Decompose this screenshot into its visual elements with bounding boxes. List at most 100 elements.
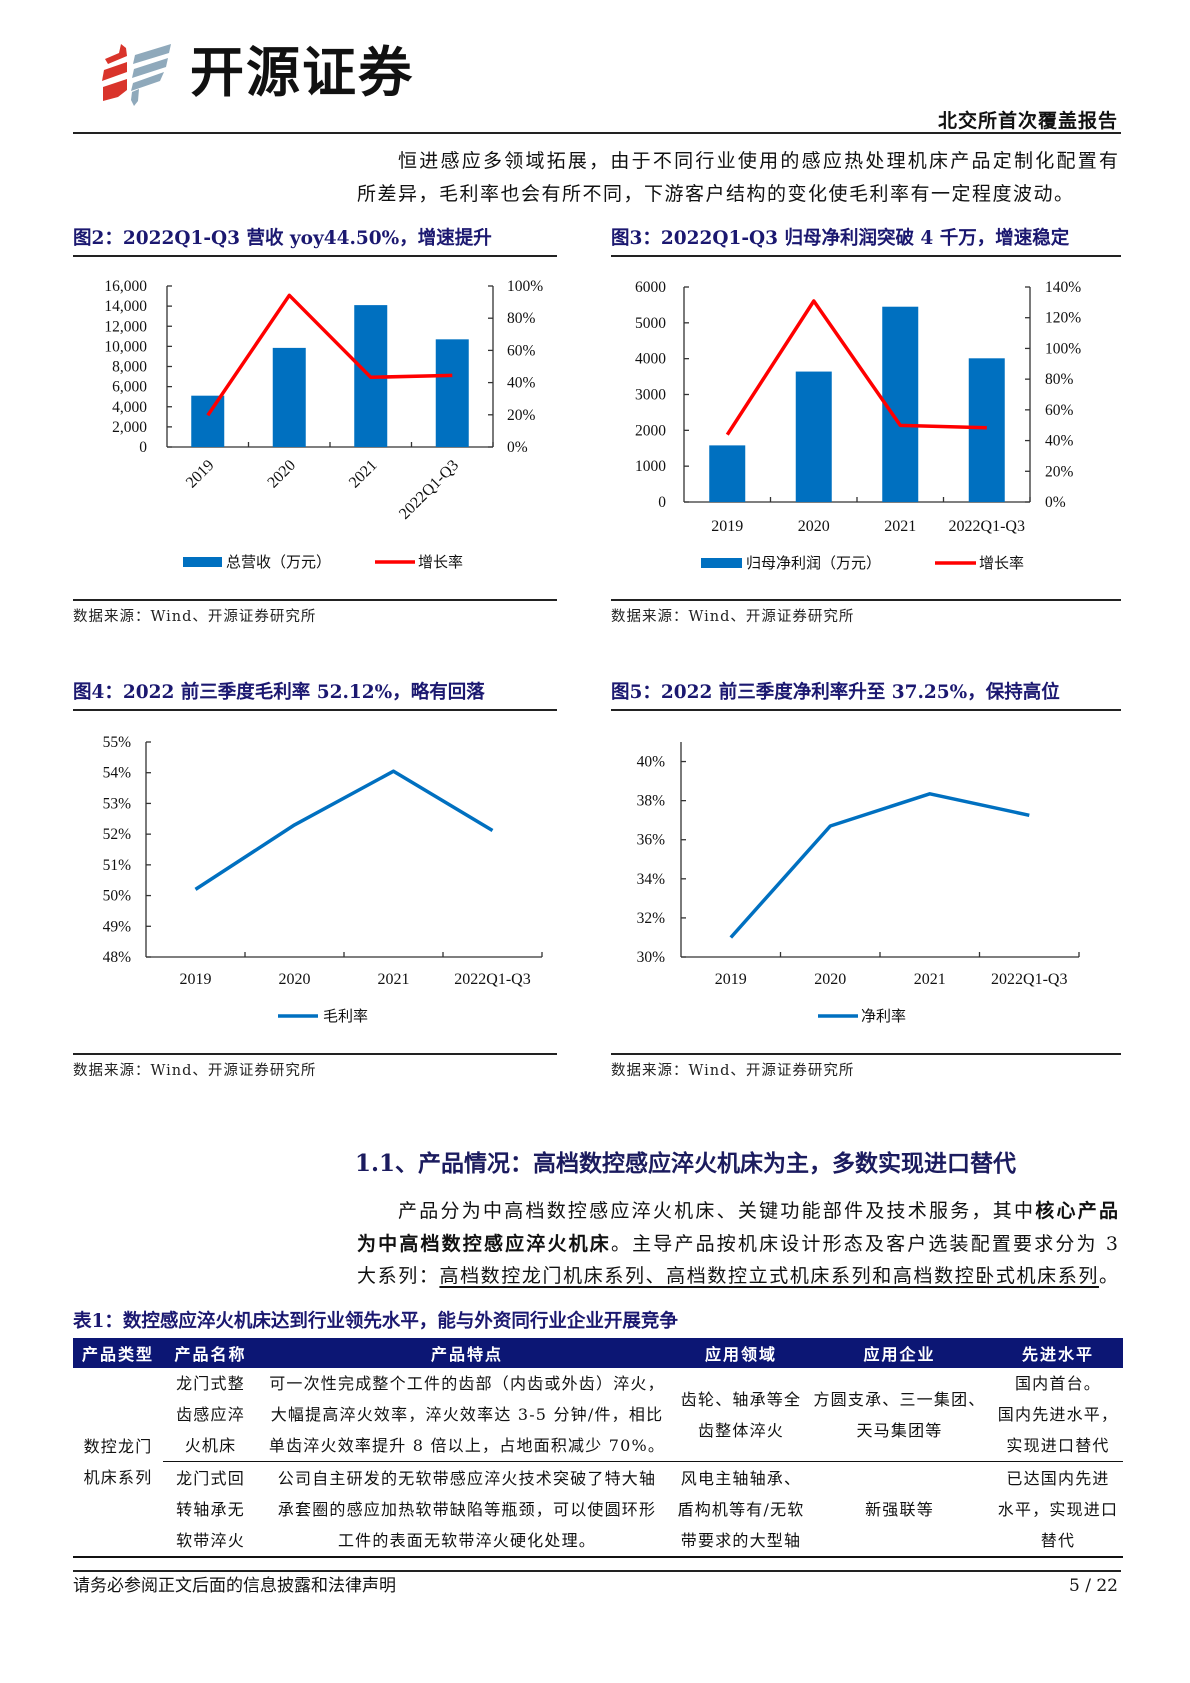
y-tick-label: 8,000 (112, 359, 147, 376)
y-right-tick-label: 20% (1045, 463, 1074, 480)
figure-3-source: 数据来源：Wind、开源证券研究所 (611, 609, 855, 625)
table-row: 数控龙门 机床系列 龙门式整 齿感应淬 火机床 可一次性完成整个工件的齿部（内齿… (73, 1368, 1123, 1558)
cell-advanced-level: 已达国内先进 水平，实现进口 替代 (993, 1461, 1123, 1558)
legend-swatch-bar (701, 558, 742, 568)
series-bar (709, 306, 1005, 502)
figure-2-title: 图2：2022Q1-Q3 营收 yoy44.50%，增速提升 (73, 228, 492, 249)
bar (709, 445, 746, 502)
legend-label: 总营收（万元） (226, 553, 331, 571)
x-tick-label: 2019 (183, 457, 218, 492)
cell-line: 齿整体淬火 (697, 1420, 784, 1440)
y-right-tick-label: 60% (507, 342, 536, 359)
figure-5-source: 数据来源：Wind、开源证券研究所 (611, 1063, 855, 1079)
x-tick-label: 2021 (378, 971, 410, 988)
legend-label: 净利率 (861, 1007, 906, 1025)
paragraph-text: 产品分为中高档数控感应淬火机床、关键功能部件及技术服务，其中 (398, 1200, 1036, 1222)
y-tick-label: 16,000 (104, 278, 147, 295)
cell-application-enterprises: 方圆支承、三一集团、 天马集团等 (806, 1368, 993, 1462)
chart-axes: 48% 49% 50% 51% 52% 53% 54% 55% 2019 2020 2021 2022… (103, 734, 543, 988)
y-tick-label: 54% (103, 765, 132, 782)
legend-label: 增长率 (418, 553, 463, 571)
cell-line: 已达国内先进 (1006, 1468, 1110, 1488)
table-title: 表1：数控感应淬火机床达到行业领先水平，能与外资同行业企业开展竞争 (73, 1311, 678, 1332)
cell-line: 实现进口替代 (1006, 1436, 1110, 1455)
cell-line: 工件的表面无软带淬火硬化处理。 (337, 1530, 596, 1550)
cell-line: 新强联等 (865, 1499, 934, 1519)
net-profit-growth-chart: 0 1000 2000 3000 4000 5000 6000 0% 20% 40% 60% 80% 1… (635, 279, 1081, 572)
paragraph-bold-text: 核心产品 (1035, 1200, 1118, 1222)
cell-line: 国内先进水平， (997, 1405, 1119, 1424)
legend-item: 总营收（万元） (183, 553, 331, 571)
cell-line: 公司自主研发的无软带感应淬火技术突破了特大轴 (277, 1468, 657, 1488)
y-right-tick-label: 80% (1045, 371, 1074, 388)
line-series (194, 769, 494, 891)
figure-2-title-underline (73, 255, 557, 257)
section-paragraph-line-1: 产品分为中高档数控感应淬火机床、关键功能部件及技术服务，其中核心产品 (398, 1196, 1118, 1226)
series-line (729, 792, 1030, 939)
legend-label: 增长率 (979, 554, 1024, 572)
figure-3-title: 图3：2022Q1-Q3 归母净利润突破 4 千万，增速稳定 (611, 228, 1070, 249)
figure-5-title-underline (611, 709, 1121, 711)
cell-line: 齿轮、轴承等全 (680, 1389, 802, 1409)
footer-divider (73, 1570, 1121, 1572)
cell-line: 替代 (1040, 1530, 1076, 1550)
cell-line: 承套圈的感应加热软带缺陷等瓶颈，可以使圆环形 (277, 1499, 657, 1519)
intro-line-1: 恒进感应多领域拓展，由于不同行业使用的感应热处理机床产品定制化配置有 (398, 150, 1118, 172)
y-tick-label: 2,000 (112, 419, 147, 436)
y-right-tick-label: 0% (1045, 494, 1066, 511)
line-series (725, 299, 987, 436)
cell-line: 龙门式整 (176, 1374, 245, 1393)
bar (191, 395, 225, 447)
y-tick-label: 52% (103, 826, 132, 843)
net-margin-chart: 30% 32% 34% 36% 38% 40% 2019 2020 2021 2022Q1-Q3 净… (637, 742, 1080, 1025)
cell-product-type: 数控龙门 机床系列 (73, 1368, 163, 1558)
cell-product-name: 龙门式回 转轴承无 软带淬火 (163, 1461, 258, 1558)
cell-line: 大幅提高淬火效率，淬火效率达 3-5 分钟/件，相比 (270, 1405, 664, 1424)
y-tick-label: 10,000 (104, 338, 147, 355)
y-tick-label: 40% (637, 754, 666, 771)
cell-line: 可一次性完成整个工件的齿部（内齿或外齿）淬火， (269, 1374, 665, 1393)
cell-application-field: 齿轮、轴承等全 齿整体淬火 (676, 1368, 806, 1462)
y-tick-label: 6000 (635, 279, 666, 296)
y-tick-label: 0 (139, 439, 147, 456)
revenue-growth-chart: 0 2,000 4,000 6,000 8,000 10,000 12,000 14,000 1… (104, 278, 543, 571)
legend-label: 毛利率 (323, 1007, 368, 1025)
y-right-tick-label: 120% (1045, 310, 1081, 327)
x-tick-label: 2019 (711, 518, 743, 535)
line-series (729, 792, 1030, 939)
bar (968, 358, 1005, 502)
col-header-advanced-level: 先进水平 (993, 1338, 1123, 1368)
paragraph-text: 大系列： (357, 1265, 440, 1287)
cell-line: 齿感应淬 (176, 1405, 245, 1424)
series-line (206, 293, 453, 417)
bar (882, 306, 919, 502)
page-number: 5 / 22 (1069, 1576, 1118, 1596)
figure-5-source-divider (611, 1053, 1121, 1055)
chart-axes: 0 2,000 4,000 6,000 8,000 10,000 12,000 14,000 1… (104, 278, 543, 523)
cell-product-name: 龙门式整 齿感应淬 火机床 (163, 1368, 258, 1462)
y-tick-label: 32% (637, 910, 666, 927)
bar (435, 339, 469, 447)
legend-item: 毛利率 (278, 1007, 368, 1025)
cell-line: 软带淬火 (176, 1530, 245, 1550)
x-tick-label: 2021 (884, 518, 916, 535)
cell-line: 带要求的大型轴 (680, 1530, 802, 1550)
gross-margin-chart: 48% 49% 50% 51% 52% 53% 54% 55% 2019 2020 2021 2022… (103, 734, 543, 1025)
y-tick-label: 6,000 (112, 379, 147, 396)
y-tick-label: 48% (103, 949, 132, 966)
cell-line: 国内首台。 (1014, 1374, 1101, 1393)
legend-label: 归母净利润（万元） (746, 554, 881, 572)
cell-line: 机床系列 (83, 1468, 153, 1487)
y-tick-label: 5000 (635, 315, 666, 332)
paragraph-underlined-text: 高档数控龙门机床系列、高档数控立式机床系列和高档数控卧式机床系列 (439, 1265, 1099, 1287)
col-header-product-features: 产品特点 (258, 1338, 676, 1368)
col-header-application-enterprises: 应用企业 (806, 1338, 993, 1368)
cell-application-field: 风电主轴轴承、 盾构机等有/无软 带要求的大型轴 (676, 1461, 806, 1558)
x-tick-label: 2020 (798, 518, 830, 535)
series-line (194, 769, 494, 891)
cell-product-features: 可一次性完成整个工件的齿部（内齿或外齿）淬火， 大幅提高淬火效率，淬火效率达 3… (258, 1368, 676, 1462)
cell-application-enterprises: 新强联等 (806, 1461, 993, 1558)
y-right-tick-label: 20% (507, 407, 536, 424)
section-paragraph-line-2: 为中高档数控感应淬火机床。主导产品按机床设计形态及客户选装配置要求分为 3 (357, 1229, 1118, 1259)
chart-axes: 30% 32% 34% 36% 38% 40% 2019 2020 2021 2022Q1-Q3 (637, 742, 1080, 988)
